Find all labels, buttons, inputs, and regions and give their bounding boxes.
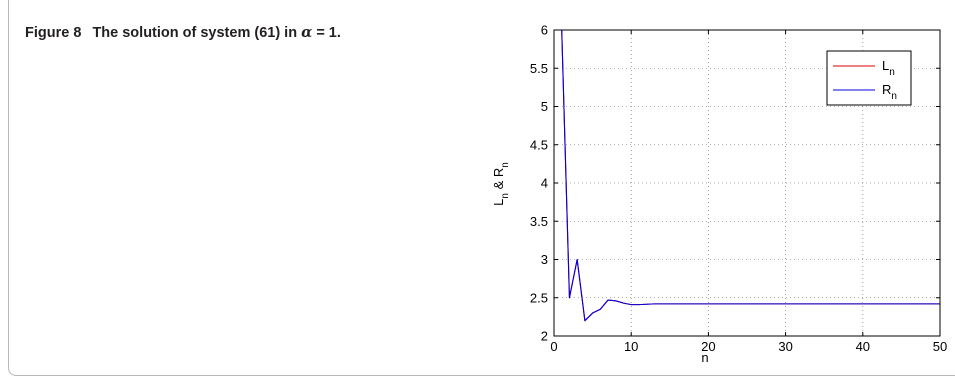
x-axis-label: n xyxy=(701,350,708,365)
y-label-r-sub: n xyxy=(500,162,511,168)
x-tick-label: 40 xyxy=(856,339,870,354)
legend-label-l: Ln xyxy=(882,58,895,78)
y-label-r: R xyxy=(491,168,506,177)
y-axis-label: Ln & Rn xyxy=(491,162,511,206)
x-tick-label: 50 xyxy=(933,339,947,354)
legend-box xyxy=(826,50,912,106)
x-tick-label: 30 xyxy=(778,339,792,354)
series-line-r xyxy=(561,29,940,322)
y-tick-label: 2 xyxy=(541,329,548,344)
x-tick-label: 20 xyxy=(701,339,715,354)
legend-l-sub: n xyxy=(889,67,895,78)
series-lines xyxy=(561,29,940,322)
figure-caption: Figure 8 The solution of system (61) in … xyxy=(25,24,341,41)
ticks xyxy=(553,29,941,337)
caption-text: The solution of system (61) in xyxy=(92,25,298,41)
y-label-l-sub: n xyxy=(500,193,511,199)
legend-r-sub: n xyxy=(891,91,897,102)
y-tick-label: 3.5 xyxy=(530,214,548,229)
tick-labels: 0 10 20 30 40 50 2 2.5 3 3.5 4 4.5 5 5.5 6 xyxy=(530,23,947,355)
y-tick-label: 5.5 xyxy=(530,61,548,76)
legend-r-name: R xyxy=(882,82,891,97)
y-label-mid: & xyxy=(491,177,506,193)
y-tick-label: 2.5 xyxy=(530,290,548,305)
y-tick-label: 3 xyxy=(541,252,548,267)
y-tick-label: 6 xyxy=(541,23,548,38)
y-tick-label: 5 xyxy=(541,99,548,114)
grid xyxy=(554,30,940,336)
x-tick-label: 0 xyxy=(550,339,557,354)
figure-label: Figure 8 xyxy=(25,25,82,41)
figure-frame xyxy=(8,0,955,376)
caption-text-end: = 1. xyxy=(316,25,341,41)
legend-label-r: Rn xyxy=(882,82,897,102)
y-label-l: L xyxy=(491,199,506,206)
legend: Ln Rn xyxy=(826,50,912,106)
y-tick-label: 4 xyxy=(541,176,548,191)
x-tick-label: 10 xyxy=(624,339,638,354)
y-tick-label: 4.5 xyxy=(530,137,548,152)
alpha-symbol: α xyxy=(301,24,313,41)
legend-l-name: L xyxy=(882,58,889,73)
